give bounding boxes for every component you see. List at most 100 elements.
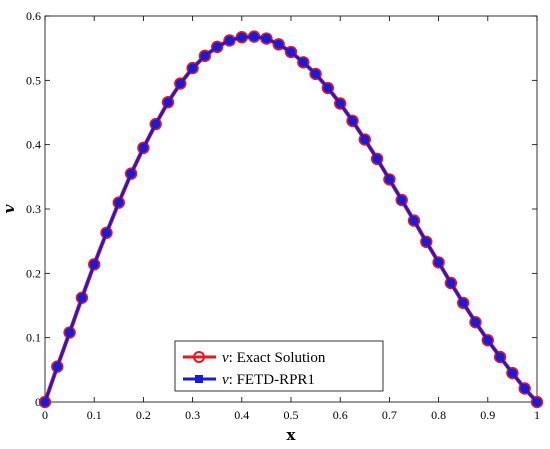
- y-tick-label: 0: [35, 395, 41, 409]
- y-tick-label: 0.6: [26, 9, 41, 23]
- data-point-exact: [88, 258, 101, 271]
- data-point-exact: [432, 256, 445, 269]
- data-point-exact: [272, 38, 285, 51]
- y-tick-label: 0.5: [26, 73, 41, 87]
- data-point-exact: [383, 173, 396, 186]
- data-point-fetd: [274, 39, 284, 49]
- data-point-fetd: [261, 33, 271, 44]
- data-point-fetd: [507, 368, 517, 378]
- legend-label-exact-var: v: [222, 350, 229, 366]
- data-point-exact: [38, 395, 52, 409]
- legend-marker-exact: [193, 351, 205, 363]
- plot-area-frame: [44, 15, 538, 403]
- data-point-fetd: [200, 51, 210, 61]
- data-point-exact: [506, 366, 519, 380]
- data-point-fetd: [138, 143, 148, 153]
- data-point-exact: [407, 214, 421, 227]
- data-point-fetd: [298, 57, 308, 67]
- data-point-fetd: [151, 119, 161, 129]
- data-point-fetd: [65, 327, 75, 338]
- data-point-fetd: [40, 397, 50, 407]
- legend-label-fetd: v: FETD-RPR1: [222, 372, 315, 388]
- x-tick-label: 0.6: [333, 408, 348, 422]
- data-point-fetd: [286, 47, 296, 57]
- data-point-exact: [223, 34, 236, 47]
- data-point-fetd: [360, 134, 370, 145]
- data-point-exact: [530, 395, 544, 409]
- data-point-fetd: [347, 116, 358, 126]
- data-point-fetd: [434, 257, 444, 267]
- legend-label-exact-text: : Exact Solution: [229, 350, 326, 366]
- data-point-fetd: [175, 78, 185, 89]
- data-point-exact: [100, 226, 113, 240]
- data-point-fetd: [212, 42, 222, 52]
- data-point-exact: [518, 382, 531, 395]
- data-point-exact: [309, 67, 322, 81]
- data-point-exact: [211, 40, 224, 54]
- data-point-exact: [493, 350, 507, 364]
- data-point-fetd: [249, 31, 259, 42]
- data-point-exact: [334, 97, 347, 110]
- data-point-fetd: [311, 69, 321, 79]
- legend-entry-exact: v: Exact Solution: [183, 350, 326, 366]
- data-point-fetd: [237, 32, 247, 42]
- data-point-exact: [174, 77, 187, 90]
- data-point-exact: [395, 193, 408, 207]
- data-point-exact: [469, 316, 482, 329]
- data-point-fetd: [224, 35, 235, 46]
- data-point-fetd: [458, 298, 468, 308]
- data-point-fetd: [335, 98, 345, 109]
- legend: v: Exact Solution v: FETD-RPR1: [174, 340, 384, 392]
- data-point-fetd: [446, 278, 456, 288]
- data-point-fetd: [114, 197, 124, 208]
- x-tick-label: 0.5: [284, 408, 299, 422]
- data-point-exact: [112, 196, 126, 209]
- data-point-fetd: [384, 174, 394, 185]
- x-tick-label: 0.1: [87, 408, 102, 422]
- data-point-exact: [346, 114, 359, 128]
- x-axis-label: x: [287, 426, 297, 444]
- data-point-fetd: [421, 237, 431, 247]
- data-point-exact: [137, 141, 150, 155]
- data-point-exact: [321, 81, 335, 95]
- data-point-exact: [198, 49, 212, 63]
- data-point-exact: [420, 235, 433, 249]
- data-point-fetd: [532, 397, 542, 407]
- data-point-exact: [161, 96, 175, 109]
- data-point-exact: [149, 117, 162, 131]
- data-point-exact: [51, 360, 64, 373]
- y-tick-label: 0.4: [26, 138, 41, 152]
- data-point-fetd: [163, 97, 173, 107]
- data-point-exact: [297, 56, 310, 69]
- data-point-fetd: [323, 83, 333, 93]
- x-tick-label: 0.2: [136, 408, 151, 422]
- data-point-exact: [124, 167, 138, 180]
- data-point-exact: [444, 276, 458, 290]
- legend-marker-fetd: [195, 375, 203, 383]
- x-tick-label: 0.3: [185, 408, 200, 422]
- data-point-fetd: [470, 317, 481, 327]
- data-point-fetd: [89, 259, 99, 269]
- series-1: [40, 31, 542, 407]
- data-point-fetd: [52, 362, 62, 372]
- data-point-fetd: [397, 195, 407, 205]
- data-point-fetd: [188, 63, 198, 73]
- x-tick-label: 0.7: [382, 408, 397, 422]
- legend-entry-fetd: v: FETD-RPR1: [183, 372, 315, 388]
- data-point-exact: [63, 326, 76, 339]
- data-point-fetd: [409, 215, 419, 226]
- y-tick-label: 0.3: [26, 202, 41, 216]
- legend-label-fetd-var: v: [222, 372, 229, 388]
- data-point-exact: [481, 334, 494, 347]
- data-point-fetd: [483, 335, 493, 345]
- data-point-fetd: [101, 228, 112, 238]
- data-point-exact: [358, 133, 371, 146]
- data-point-fetd: [495, 352, 505, 362]
- y-tick-label: 0.1: [26, 331, 41, 345]
- data-point-fetd: [126, 169, 136, 179]
- axis-ticks: 0 0.1 0.2 0.3 0.4 0.5 0.6 0.7 0.8 0.9 1 0 0.1 0.2 0.3 0…: [26, 9, 540, 422]
- y-tick-label: 0.2: [26, 266, 41, 280]
- data-point-exact: [75, 291, 89, 304]
